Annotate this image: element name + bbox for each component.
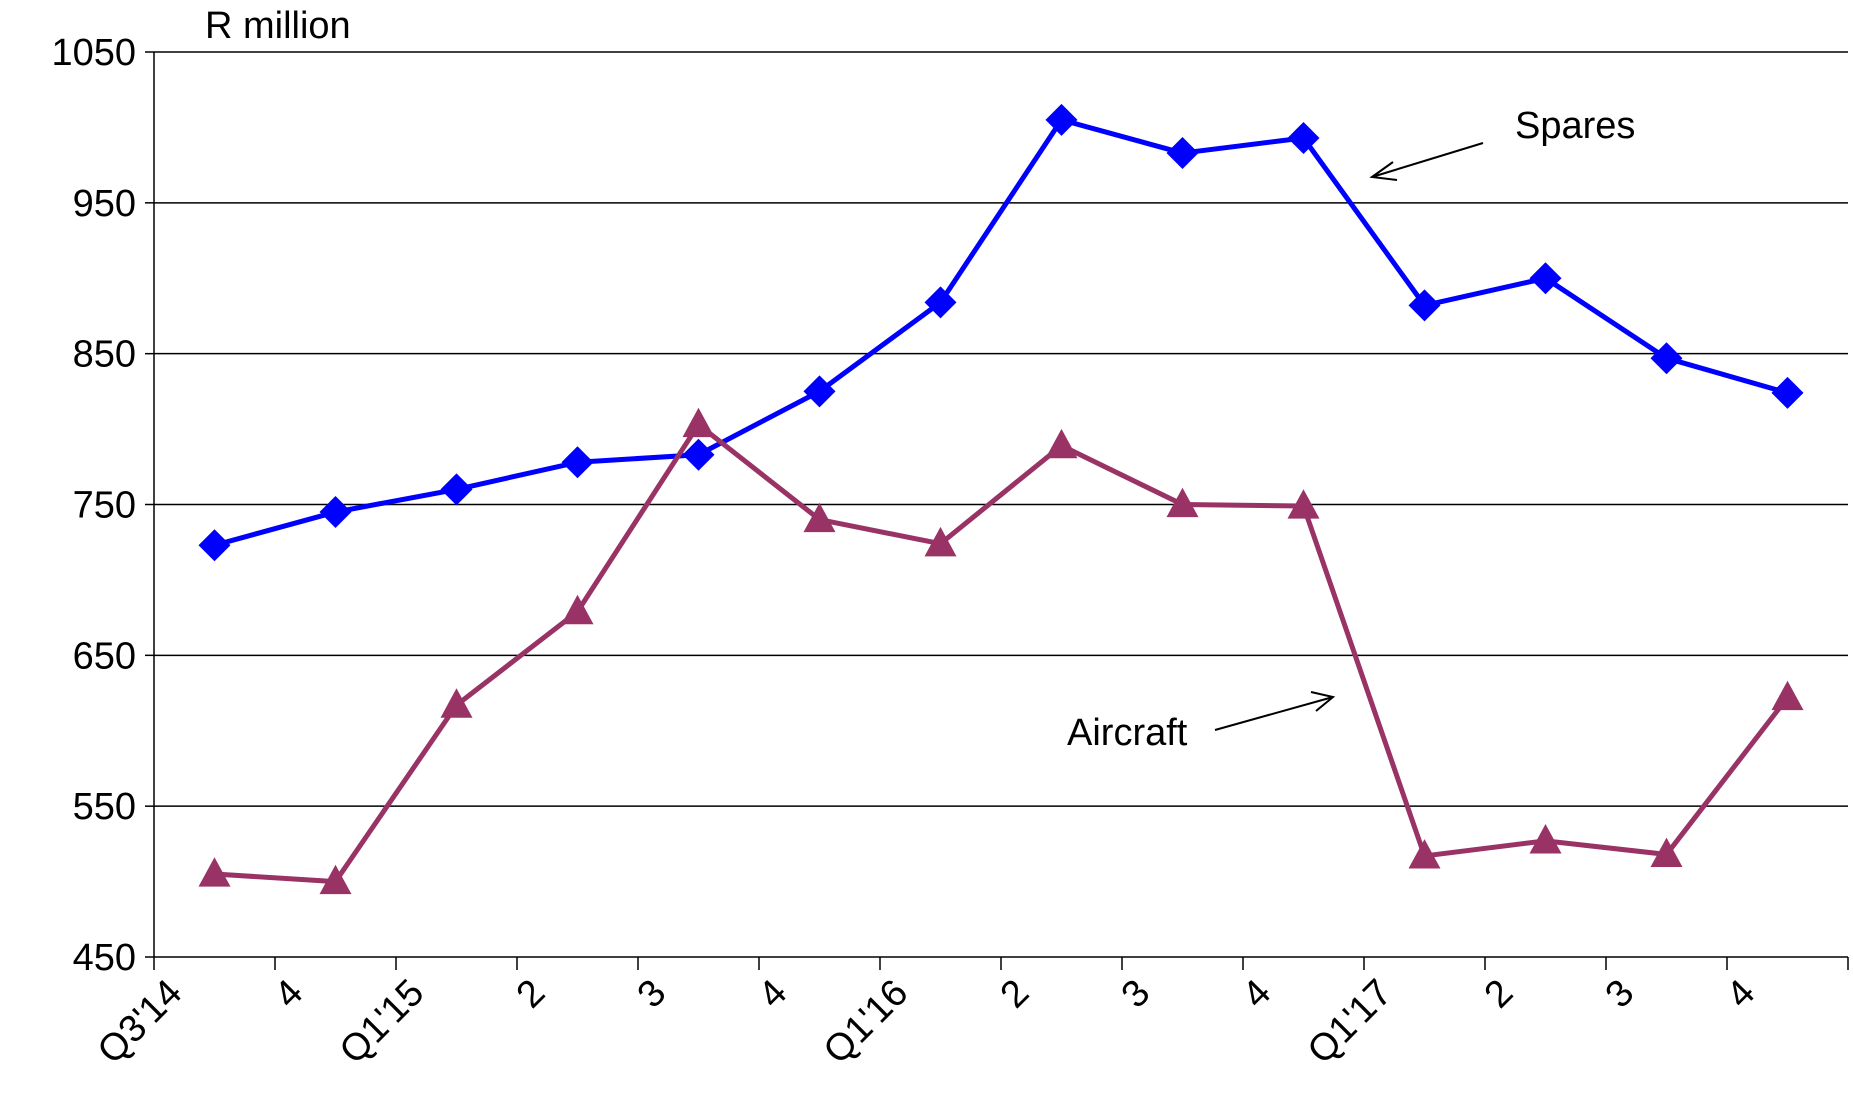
x-tick-label-0: Q3'14 <box>90 972 191 1073</box>
x-tick-label-11: 2 <box>1477 972 1522 1017</box>
y-tick-label-450: 450 <box>73 937 136 979</box>
annotation-arrow-aircraft <box>1214 696 1334 731</box>
y-tick-label-550: 550 <box>73 786 136 828</box>
marker-spares-12 <box>1650 342 1683 375</box>
annotation-aircraft: Aircraft <box>1067 712 1188 754</box>
x-tick-label-10: Q1'17 <box>1300 972 1401 1073</box>
marker-spares-9 <box>1287 121 1320 154</box>
y-tick-label-1050: 1050 <box>51 32 136 74</box>
x-tick-label-4: 3 <box>630 972 675 1017</box>
marker-aircraft-9 <box>1287 489 1320 519</box>
axes <box>145 51 1849 970</box>
y-tick-label-950: 950 <box>73 183 136 225</box>
y-tick-label-850: 850 <box>73 334 136 376</box>
marker-spares-5 <box>803 375 836 408</box>
y-unit-label: R million <box>205 5 351 47</box>
x-tick-label-12: 3 <box>1598 972 1643 1017</box>
annotation-arrowhead-aircraft <box>1310 691 1336 712</box>
marker-spares-1 <box>319 496 352 529</box>
marker-spares-10 <box>1408 289 1441 322</box>
marker-aircraft-2 <box>440 688 473 718</box>
x-tick-label-2: Q1'15 <box>332 972 433 1073</box>
marker-aircraft-5 <box>803 502 836 533</box>
series-line-aircraft <box>214 422 1790 885</box>
marker-spares-0 <box>198 529 231 562</box>
x-tick-label-5: 4 <box>751 972 796 1017</box>
marker-aircraft-11 <box>1529 824 1562 854</box>
marker-aircraft-10 <box>1408 839 1441 869</box>
y-tick-label-750: 750 <box>73 485 136 527</box>
series-group <box>198 103 1804 895</box>
x-tick-label-13: 4 <box>1719 972 1764 1017</box>
marker-aircraft-1 <box>319 864 352 895</box>
marker-spares-3 <box>561 446 594 479</box>
marker-spares-11 <box>1529 262 1562 295</box>
marker-aircraft-6 <box>924 526 957 557</box>
x-tick-label-3: 2 <box>509 972 554 1017</box>
marker-aircraft-7 <box>1045 428 1078 459</box>
marker-aircraft-13 <box>1771 680 1804 711</box>
marker-aircraft-4 <box>682 407 715 438</box>
marker-spares-2 <box>440 473 473 506</box>
x-tick-label-6: Q1'16 <box>816 972 917 1073</box>
gridlines <box>154 51 1848 807</box>
series-line-spares <box>213 117 1789 548</box>
marker-spares-7 <box>1045 103 1078 136</box>
x-tick-label-9: 4 <box>1235 972 1280 1017</box>
marker-spares-4 <box>682 438 715 471</box>
annotation-spares: Spares <box>1515 105 1635 147</box>
y-tick-labels: 450 550 650 750 850 950 1050 <box>51 32 136 979</box>
marker-aircraft-0 <box>198 857 231 887</box>
marker-spares-8 <box>1166 137 1199 170</box>
marker-aircraft-8 <box>1166 487 1199 518</box>
y-tick-label-650: 650 <box>73 635 136 677</box>
marker-spares-6 <box>924 286 957 319</box>
x-tick-labels: Q3'14 4 Q1'15 2 3 4 Q1'16 2 3 4 Q1'17 2 3 4 <box>90 972 1764 1073</box>
marker-aircraft-12 <box>1650 837 1683 868</box>
annotation-arrow-spares <box>1371 142 1484 178</box>
x-tick-label-7: 2 <box>993 972 1038 1017</box>
marker-spares-13 <box>1771 376 1804 409</box>
annotation-arrowhead-spares <box>1369 161 1398 181</box>
x-tick-label-1: 4 <box>267 972 312 1017</box>
marker-aircraft-3 <box>561 594 594 625</box>
annotations: Spares Aircraft <box>1067 105 1635 754</box>
x-tick-label-8: 3 <box>1114 972 1159 1017</box>
